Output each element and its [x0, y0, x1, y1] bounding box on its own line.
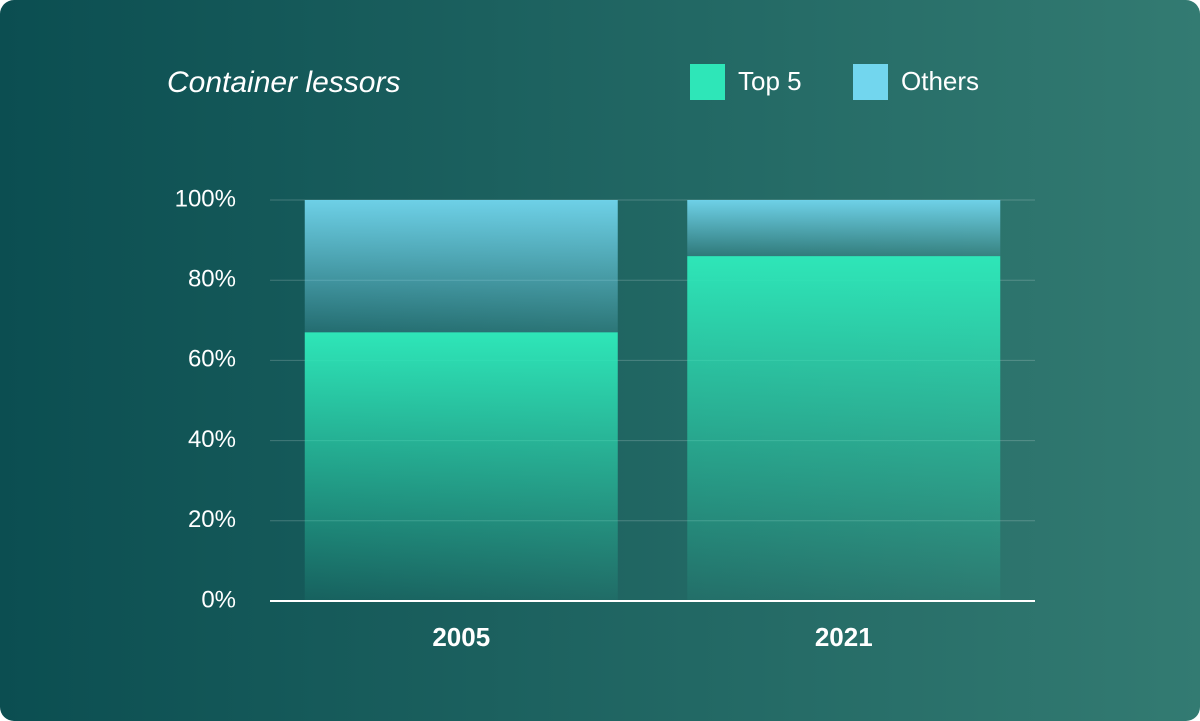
x-tick-label: 2021: [815, 622, 873, 652]
chart-title: Container lessors: [167, 66, 400, 99]
y-tick-label: 20%: [188, 506, 236, 533]
bar-segment: [304, 332, 618, 601]
legend-label: Others: [901, 66, 979, 96]
legend-swatch: [853, 64, 888, 100]
legend-swatch: [690, 64, 725, 100]
y-tick-label: 80%: [188, 266, 236, 293]
y-tick-label: 40%: [188, 426, 236, 453]
y-tick-label: 60%: [188, 346, 236, 373]
y-tick-label: 100%: [175, 185, 236, 212]
bar-segment: [687, 256, 1001, 601]
legend-label: Top 5: [738, 66, 802, 96]
y-tick-label: 0%: [201, 586, 236, 613]
bar-segment: [687, 200, 1001, 257]
x-tick-label: 2005: [432, 622, 490, 652]
bar-segment: [304, 200, 618, 333]
